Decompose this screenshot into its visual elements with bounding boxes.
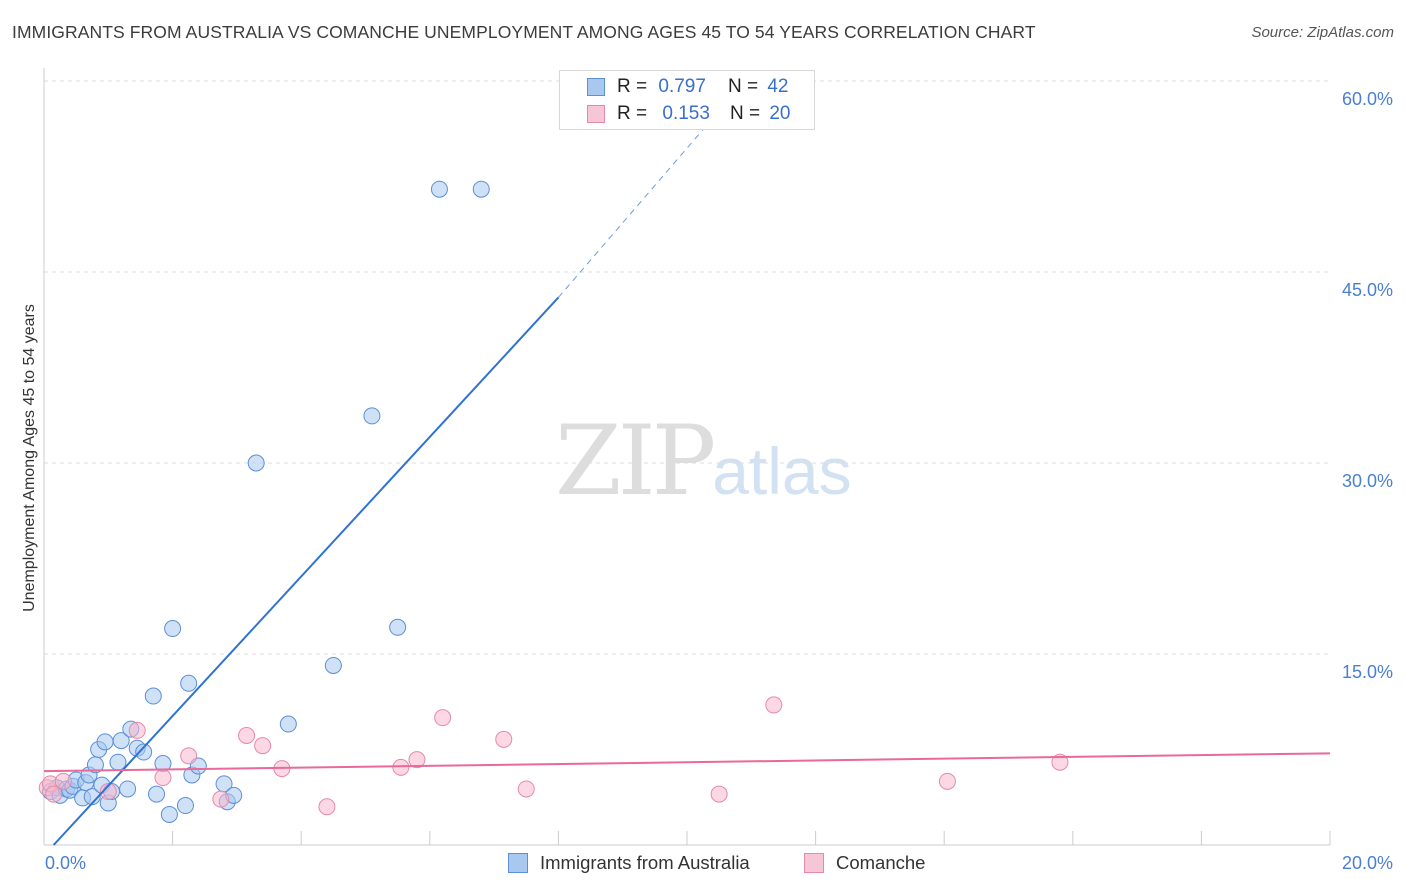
y-tick-label-0: 15.0% bbox=[1342, 662, 1393, 682]
australia-point-18 bbox=[112, 732, 130, 750]
comanche-point-10 bbox=[254, 737, 272, 755]
comanche-swatch bbox=[587, 105, 605, 123]
comanche-point-12 bbox=[318, 798, 336, 816]
comanche-point-9 bbox=[238, 726, 256, 744]
australia-point-14 bbox=[96, 733, 114, 751]
australia-point-39 bbox=[389, 618, 407, 636]
australia-swatch bbox=[587, 78, 605, 96]
australia-trendline-extension bbox=[558, 80, 746, 298]
n-label: N = bbox=[729, 103, 761, 124]
australia-point-36 bbox=[279, 715, 297, 733]
r-label: R = bbox=[617, 103, 648, 124]
australia-point-22 bbox=[135, 743, 153, 761]
comanche-point-6 bbox=[154, 769, 172, 787]
australia-point-37 bbox=[324, 656, 342, 674]
australia-trendline bbox=[52, 296, 560, 846]
australia-point-29 bbox=[180, 674, 198, 692]
stats-box: R = 0.797 N = 42 R = 0.153 N = 20 bbox=[559, 70, 815, 130]
comanche-point-14 bbox=[408, 751, 426, 769]
source-label: Source: ZipAtlas.com bbox=[1251, 24, 1394, 41]
australia-point-28 bbox=[176, 797, 194, 815]
australia-point-40 bbox=[430, 180, 448, 198]
r-value-australia: 0.797 bbox=[658, 76, 706, 97]
y-tick-label-3: 60.0% bbox=[1342, 89, 1393, 109]
comanche-point-13 bbox=[392, 758, 410, 776]
y-axis-label: Unemployment Among Ages 45 to 54 years bbox=[21, 304, 38, 612]
legend-item-comanche[interactable]: Comanche bbox=[804, 852, 925, 874]
comanche-point-20 bbox=[938, 772, 956, 790]
comanche-point-4 bbox=[99, 783, 117, 801]
comanche-point-21 bbox=[1051, 753, 1069, 771]
comanche-point-17 bbox=[517, 780, 535, 798]
stats-row-comanche: R = 0.153 N = 20 bbox=[560, 101, 790, 127]
n-value-comanche: 20 bbox=[769, 103, 791, 124]
comanche-point-15 bbox=[434, 709, 452, 727]
comanche-point-7 bbox=[180, 747, 198, 765]
comanche-point-19 bbox=[765, 696, 783, 714]
legend-swatch-australia bbox=[508, 853, 528, 873]
comanche-point-3 bbox=[54, 772, 72, 790]
comanche-trendline bbox=[43, 752, 1331, 773]
comanche-point-8 bbox=[212, 790, 230, 808]
n-label: N = bbox=[727, 76, 759, 97]
australia-point-19 bbox=[119, 780, 137, 798]
comanche-point-16 bbox=[495, 730, 513, 748]
legend-item-australia[interactable]: Immigrants from Australia bbox=[508, 852, 750, 874]
y-tick-label-2: 45.0% bbox=[1342, 280, 1393, 300]
australia-point-27 bbox=[164, 620, 182, 638]
australia-point-35 bbox=[247, 454, 265, 472]
australia-point-38 bbox=[363, 407, 381, 425]
legend: Immigrants from Australia Comanche bbox=[0, 852, 1406, 878]
chart-title: IMMIGRANTS FROM AUSTRALIA VS COMANCHE UN… bbox=[12, 22, 1036, 42]
comanche-point-2 bbox=[45, 785, 63, 803]
x-tick-label-1: 20.0% bbox=[1342, 853, 1393, 873]
stats-row-australia: R = 0.797 N = 42 bbox=[560, 74, 788, 100]
australia-point-23 bbox=[144, 687, 162, 705]
r-label: R = bbox=[617, 76, 648, 97]
australia-point-24 bbox=[148, 785, 166, 803]
comanche-point-18 bbox=[710, 785, 728, 803]
legend-swatch-comanche bbox=[804, 853, 824, 873]
australia-point-26 bbox=[160, 805, 178, 823]
legend-label-comanche: Comanche bbox=[836, 852, 926, 873]
n-value-australia: 42 bbox=[767, 76, 789, 97]
y-tick-label-1: 30.0% bbox=[1342, 471, 1393, 491]
legend-label-australia: Immigrants from Australia bbox=[540, 852, 750, 873]
comanche-point-5 bbox=[128, 721, 146, 739]
x-tick-label-0: 0.0% bbox=[45, 853, 86, 873]
r-value-comanche: 0.153 bbox=[662, 103, 710, 124]
australia-point-41 bbox=[472, 180, 490, 198]
